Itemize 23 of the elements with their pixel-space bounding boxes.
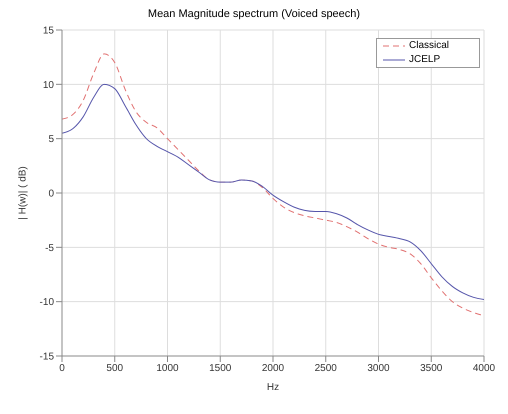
y-tick-label: 5 <box>48 134 54 146</box>
x-tick-label: 500 <box>106 363 124 374</box>
x-tick-label: 1000 <box>156 363 180 374</box>
x-tick-label: 1500 <box>209 363 232 374</box>
x-tick-label: 2500 <box>314 363 338 374</box>
x-tick-label: 4000 <box>472 363 496 374</box>
line-series <box>62 84 484 300</box>
legend-label: JCELP <box>409 53 440 67</box>
y-tick-label: -5 <box>45 242 54 254</box>
y-tick-label: 10 <box>42 80 54 91</box>
chart-title: Mean Magnitude spectrum (Voiced speech) <box>146 8 362 22</box>
y-tick-label: -15 <box>40 352 54 363</box>
y-tick-label: 0 <box>48 188 54 200</box>
x-tick-label: 0 <box>59 363 66 374</box>
y-tick-label: 15 <box>42 26 54 37</box>
line-series <box>62 53 484 316</box>
y-axis-title: | H(w)| ( dB) <box>18 166 29 220</box>
x-axis-title: Hz <box>266 382 280 393</box>
x-tick-label: 2000 <box>262 363 285 374</box>
x-tick-label: 3000 <box>367 363 390 374</box>
legend-label: Classical <box>409 39 450 53</box>
x-tick-label: 3500 <box>420 363 443 374</box>
y-tick-label: -10 <box>40 297 54 308</box>
